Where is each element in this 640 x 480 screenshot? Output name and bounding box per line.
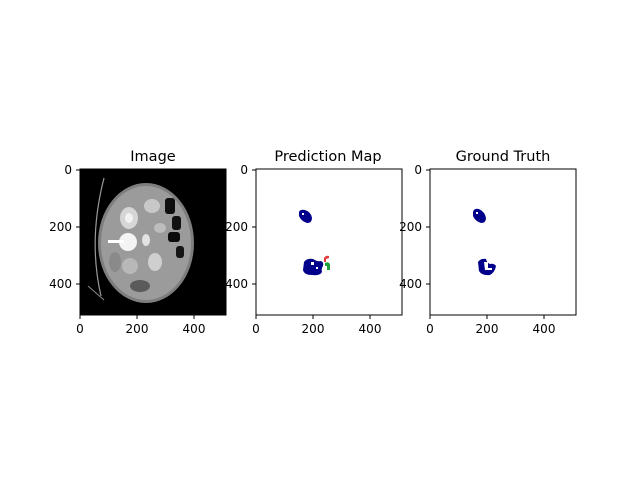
y-tick-label: 0 [240, 163, 248, 177]
x-tick-label: 200 [476, 322, 499, 336]
panel-title: Prediction Map [274, 149, 381, 165]
y-tick-label: 200 [49, 220, 72, 234]
overlap-mask [256, 220, 272, 234]
y-tick-label: 0 [64, 163, 72, 177]
mask-background [256, 169, 402, 315]
mask-background [430, 169, 576, 315]
panel-prediction-map: Prediction Map 0 200 400 0 200 400 [225, 149, 403, 336]
y-tick-label: 400 [225, 277, 248, 291]
x-tick-label: 0 [76, 322, 84, 336]
y-tick-label: 400 [49, 277, 72, 291]
ground-truth-mask [473, 208, 496, 276]
prediction-mask [299, 209, 330, 276]
x-tick-label: 400 [359, 322, 382, 336]
panel-title: Ground Truth [456, 149, 551, 165]
panel-ground-truth: Ground Truth 0 200 400 0 200 400 [399, 149, 577, 336]
x-tick-label: 200 [126, 322, 149, 336]
ct-scan-image [87, 177, 194, 303]
overlap-mask [430, 277, 446, 291]
x-tick-label: 200 [302, 322, 325, 336]
overlap-mask [430, 220, 446, 234]
x-tick-label: 400 [183, 322, 206, 336]
panel-title: Image [130, 149, 175, 165]
y-tick-label: 200 [399, 220, 422, 234]
y-tick-label: 400 [399, 277, 422, 291]
y-tick-label: 200 [225, 220, 248, 234]
x-tick-label: 400 [533, 322, 556, 336]
x-tick-label: 0 [252, 322, 260, 336]
y-tick-label: 0 [414, 163, 422, 177]
panel-image: Image [49, 149, 227, 336]
axes-frame [79, 168, 227, 316]
overlap-mask [256, 277, 272, 291]
x-tick-label: 0 [426, 322, 434, 336]
